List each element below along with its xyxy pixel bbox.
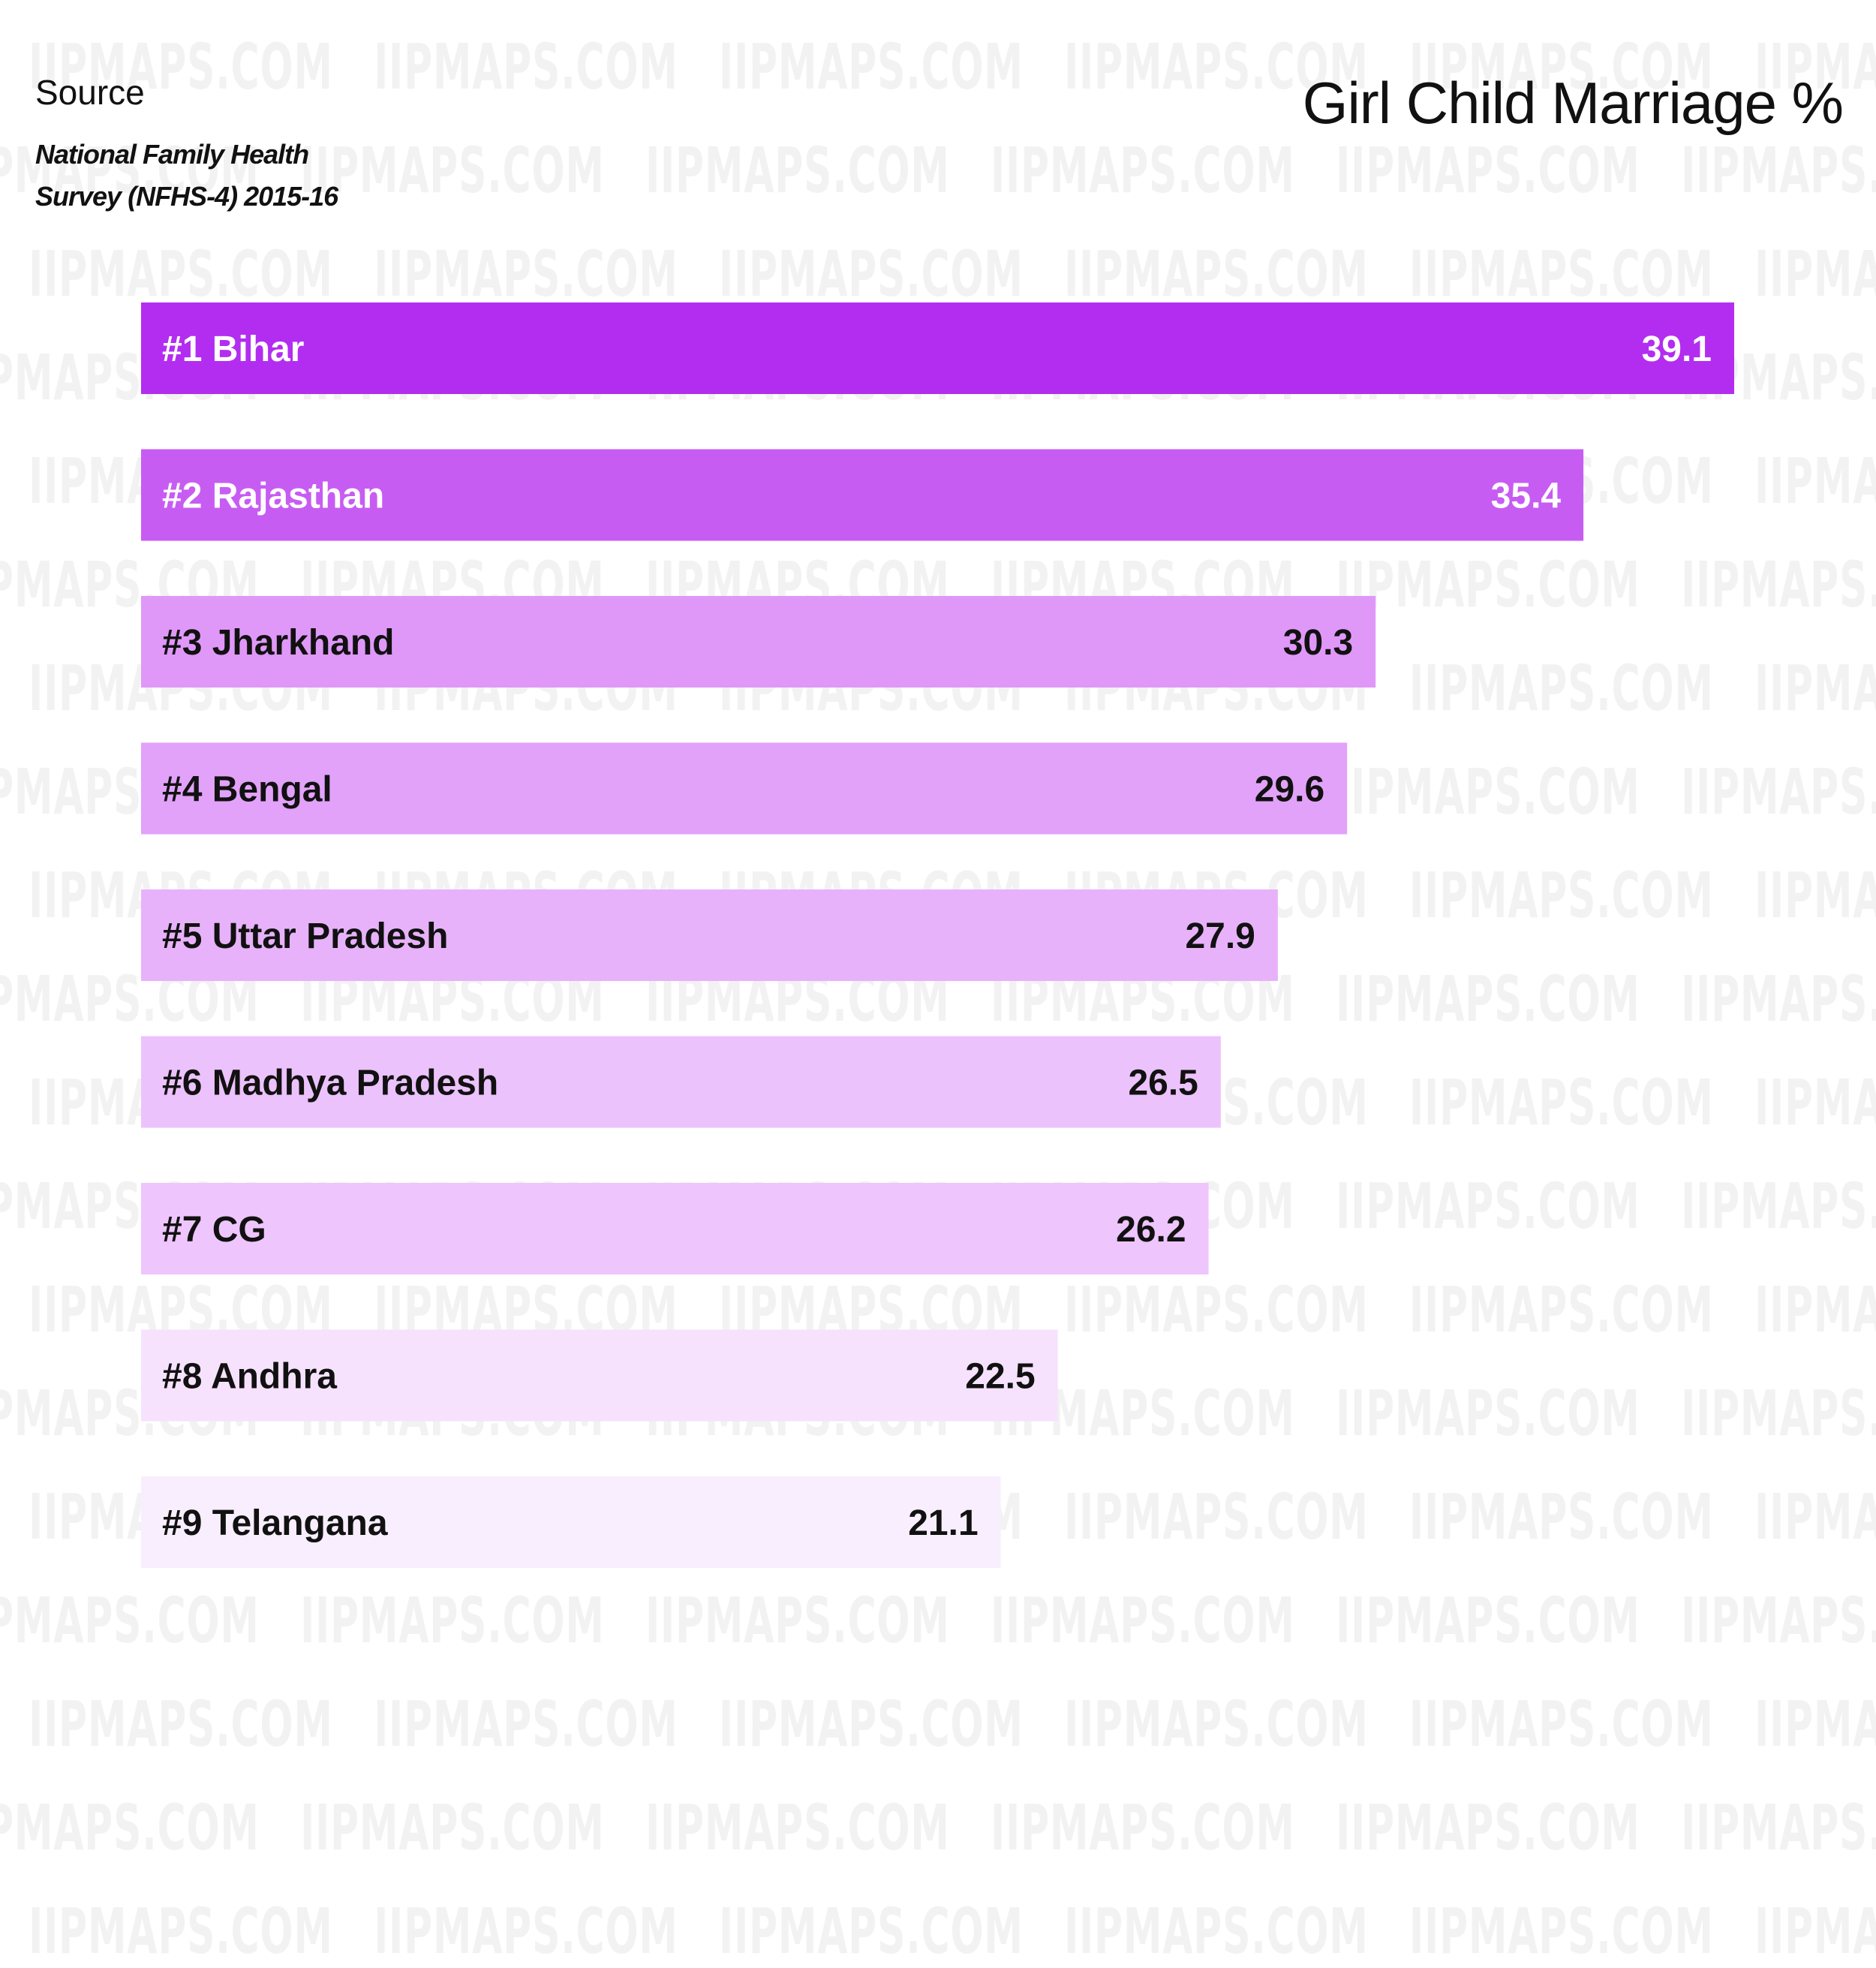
bar-group: #5 Uttar Pradesh 27.9 [141,889,1278,981]
bar [141,889,1278,981]
bar-label: #5 Uttar Pradesh [162,916,449,956]
bar [141,1036,1221,1128]
bar [141,302,1734,394]
bar-label: #7 CG [162,1210,266,1250]
watermark-text: IIPMAPS.COM [1409,1894,1714,1968]
bar-value: 35.4 [1491,477,1562,516]
bar-label: #1 Bihar [162,330,304,369]
bar-value: 21.1 [908,1503,978,1543]
watermark-text: IIPMAPS.COM [374,1894,678,1968]
bar [141,596,1376,688]
bar-label: #4 Bengal [162,770,332,810]
bar-label: #8 Andhra [162,1357,337,1397]
bar-value: 26.5 [1128,1064,1198,1103]
chart-title: Girl Child Marriage % [1302,70,1844,136]
bar [141,1183,1209,1274]
bar [141,742,1348,835]
bar-label: #6 Madhya Pradesh [162,1064,498,1103]
bar-value: 29.6 [1255,770,1324,810]
bar-group: #9 Telangana 21.1 [141,1476,1001,1568]
bar-label: #9 Telangana [162,1503,388,1543]
watermark-text: IIPMAPS.COM [1064,1894,1369,1968]
bar-value: 30.3 [1283,623,1353,663]
source-text: National Family Health Survey (NFHS-4) 2… [35,139,338,212]
source-label: Source [35,73,145,112]
watermark-text: IIPMAPS.COM [1754,1894,1876,1968]
bar [141,449,1584,541]
bar-group: #2 Rajasthan 35.4 [141,449,1584,541]
bar-group: #4 Bengal 29.6 [141,742,1348,835]
bar-group: #3 Jharkhand 30.3 [141,596,1376,688]
bar-label: #2 Rajasthan [162,477,384,516]
bar [141,1476,1001,1568]
bar-label: #3 Jharkhand [162,623,394,663]
bar-group: #6 Madhya Pradesh 26.5 [141,1036,1221,1128]
bar-value: 22.5 [965,1357,1035,1397]
bar-group: #1 Bihar 39.1 [141,302,1734,394]
bar-value: 26.2 [1116,1210,1186,1250]
bar-value: 27.9 [1185,916,1255,956]
bar-value: 39.1 [1642,330,1712,369]
watermark-text: IIPMAPS.COM [719,1894,1024,1968]
bar [141,1329,1058,1422]
bar-chart: #1 Bihar 39.1 #2 Rajasthan 35.4 #3 Jharkhand… [141,302,1734,1568]
bar-group: #8 Andhra 22.5 [141,1329,1058,1422]
bar-group: #7 CG 26.2 [141,1183,1209,1274]
watermark-text: IIPMAPS.COM [29,1894,333,1968]
